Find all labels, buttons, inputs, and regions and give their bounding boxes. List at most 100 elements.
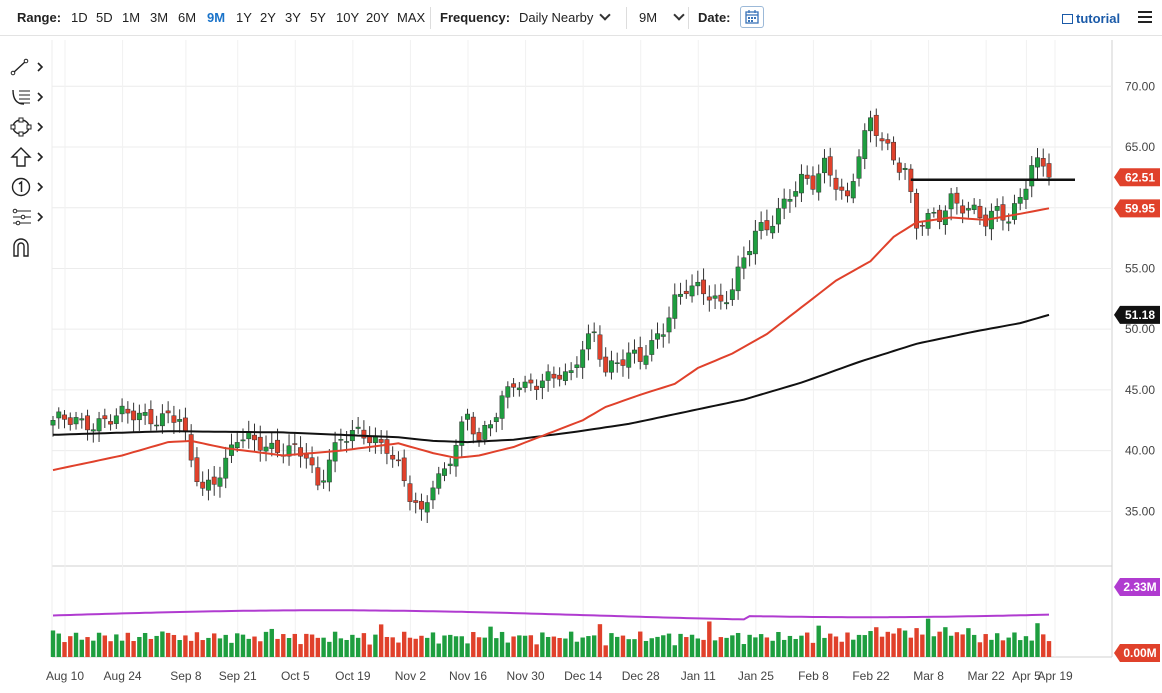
volume-bar-up [350,634,355,657]
candle-up [1012,203,1017,220]
candle-up [56,411,62,419]
volume-zero-label: 0.00M [1123,646,1156,660]
range-button-1m[interactable]: 1M [122,10,141,25]
candle-up [747,251,753,256]
volume-bar-down [1041,634,1046,657]
volume-bar-up [971,634,977,657]
volume-bar-down [258,641,263,657]
volume-bar-down [390,637,395,657]
candle-up [609,360,614,373]
volume-bar-up [465,643,470,657]
volume-bar-up [948,635,954,657]
volume-bar-down [528,635,534,657]
candle-up [931,212,937,214]
volume-bar-up [73,632,79,657]
x-tick-label: Dec 14 [564,669,602,683]
candle-down [804,174,810,179]
arrow-tool-button[interactable] [10,146,46,168]
range-button-1d[interactable]: 1D [71,10,88,25]
calendar-button[interactable] [740,6,764,28]
period-select[interactable]: 9M [639,9,685,26]
candle-up [263,446,269,452]
candle-up [712,295,718,299]
volume-bar-up [966,628,971,657]
volume-bar-up [851,639,856,657]
range-button-3m[interactable]: 3M [150,10,169,25]
candle-down [390,454,396,460]
last-price-label: 62.51 [1125,170,1155,184]
volume-bar-down [183,635,188,657]
x-tick-label: Aug 10 [46,669,84,683]
volume-bar-down [298,644,303,657]
candle-up [223,457,229,479]
candle-up [344,441,350,443]
candle-down [879,138,885,142]
trendline-tool-button[interactable] [10,56,46,78]
candle-up [205,479,211,491]
x-tick-label: Jan 11 [681,669,716,683]
range-button-6m[interactable]: 6M [178,10,197,25]
candle-down [395,459,401,462]
volume-bar-down [874,627,879,657]
pitchfork-tool-button[interactable] [10,206,46,228]
candle-down [476,432,482,441]
volume-bar-up [338,638,344,657]
candle-down [67,417,73,425]
candle-down [885,139,891,144]
range-button-10y[interactable]: 10Y [336,10,360,25]
volume-bar-up [540,632,545,657]
candle-down [833,177,839,190]
volume-bar-up [286,638,292,657]
volume-bar-up [114,634,119,657]
range-button-3y[interactable]: 3Y [285,10,301,25]
candle-down [419,500,424,510]
candle-up [113,415,119,424]
range-button-5y[interactable]: 5Y [310,10,326,25]
range-button-5d[interactable]: 5D [96,10,113,25]
candle-up [729,289,735,300]
candle-down [683,290,689,295]
volume-bar-down [165,632,171,657]
candle-down [706,296,712,301]
volume-bar-up [822,637,827,657]
volume-bar-down [885,631,890,657]
range-button-9m[interactable]: 9M [207,10,226,25]
volume-bar-up [79,639,84,657]
x-tick-label: Oct 5 [281,669,310,683]
range-button-1y[interactable]: 1Y [236,10,252,25]
shape-tool-button[interactable] [10,116,46,138]
candle-up [775,208,781,225]
tutorial-label: tutorial [1076,11,1121,26]
tutorial-link[interactable]: tutorial [1062,11,1120,26]
candle-down [511,383,517,388]
candle-down [62,414,67,420]
range-button-20y[interactable]: 20Y [366,10,390,25]
volume-bar-up [609,633,614,657]
volume-bar-up [517,635,522,657]
candle-down [275,439,280,453]
volume-bar-down [983,634,988,657]
candle-up [689,285,695,297]
candle-up [154,424,160,427]
volume-bar-up [730,635,735,657]
count-tool-button[interactable] [10,176,46,198]
volume-bar-up [632,639,637,657]
range-button-2y[interactable]: 2Y [260,10,276,25]
volume-bar-down [534,644,539,657]
volume-bar-up [770,640,775,657]
frequency-select[interactable]: Daily Nearby [519,9,612,26]
hamburger-menu-icon[interactable] [1138,11,1152,23]
magnet-tool-button[interactable] [10,236,46,258]
volume-bar-down [960,634,965,657]
fib-tool-button[interactable] [10,86,46,108]
x-tick-label: Nov 30 [507,669,545,683]
volume-bar-up [235,633,240,657]
moving-average-slow-line [52,313,1050,444]
volume-avg-label-bg [1114,578,1160,596]
range-button-max[interactable]: MAX [397,10,426,25]
volume-bar-up [989,639,994,657]
candle-down [401,457,407,482]
volume-bar-up [925,618,931,657]
volume-average-line [52,609,1050,621]
